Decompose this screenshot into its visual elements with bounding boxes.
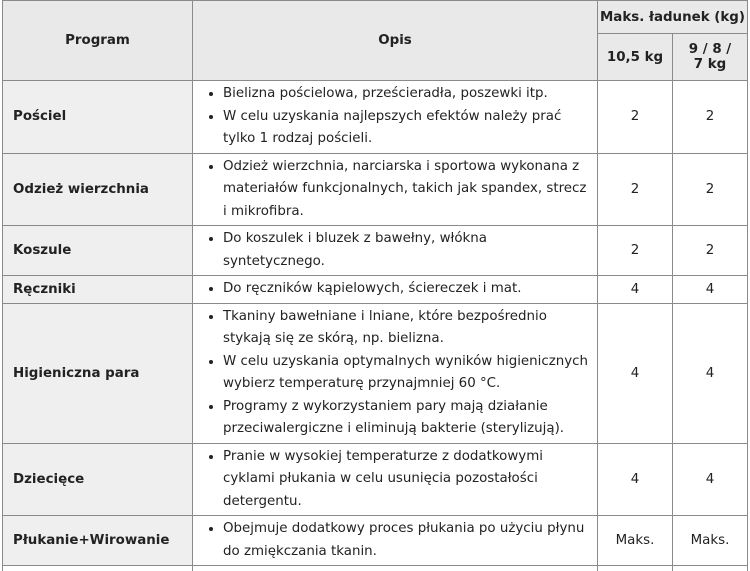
bullet-item: Do koszulek i bluzek z bawełny, włókna s… bbox=[223, 228, 589, 273]
table-row: Ręczniki Do ręczników kąpielowych, ściere… bbox=[3, 276, 748, 304]
bullet-item: W celu uzyskania najlepszych efektów nal… bbox=[223, 106, 589, 151]
header-load-b: 9 / 8 / 7 kg bbox=[673, 34, 748, 81]
program-name: Płukanie+Wirowanie bbox=[3, 516, 193, 566]
bullet-item: Bielizna pościelowa, prześcieradła, posz… bbox=[223, 83, 589, 106]
table-body: Pościel Bielizna pościelowa, prześcieradł… bbox=[3, 81, 748, 571]
load-b: 4 bbox=[673, 303, 748, 443]
bullet-item: Obejmuje dodatkowy proces płukania po uż… bbox=[223, 518, 589, 563]
program-name: Dziecięce bbox=[3, 443, 193, 516]
description: Tkaniny bawełniane i lniane, które bezpo… bbox=[193, 303, 598, 443]
table-row: Odzież wierzchnia Odzież wierzchnia, narc… bbox=[3, 153, 748, 226]
header-program: Program bbox=[3, 1, 193, 81]
program-name: Pościel bbox=[3, 81, 193, 154]
load-a: 4 bbox=[598, 276, 673, 304]
load-b: 2 bbox=[673, 153, 748, 226]
bullet-item: Odzież wierzchnia, narciarska i sportowa… bbox=[223, 156, 589, 224]
bullet-list: Pranie w wysokiej temperaturze z dodatko… bbox=[201, 446, 589, 514]
bullet-list: Bielizna pościelowa, prześcieradła, posz… bbox=[201, 83, 589, 151]
empty-cell bbox=[598, 566, 673, 571]
page: Program Opis Maks. ładunek (kg) 10,5 kg … bbox=[0, 0, 750, 517]
bullet-item: Programy z wykorzystaniem pary mają dzia… bbox=[223, 396, 589, 441]
bullet-list: Odzież wierzchnia, narciarska i sportowa… bbox=[201, 156, 589, 224]
table-row: Płukanie+Wirowanie Obejmuje dodatkowy pro… bbox=[3, 516, 748, 566]
table-row: Dziecięce Pranie w wysokiej temperaturze … bbox=[3, 443, 748, 516]
description: Odzież wierzchnia, narciarska i sportowa… bbox=[193, 153, 598, 226]
load-b: 2 bbox=[673, 81, 748, 154]
empty-cell bbox=[193, 566, 598, 571]
program-name: Odzież wierzchnia bbox=[3, 153, 193, 226]
program-name: Koszule bbox=[3, 226, 193, 276]
empty-cell bbox=[3, 566, 193, 571]
load-b: 4 bbox=[673, 276, 748, 304]
empty-cell bbox=[673, 566, 748, 571]
table-row-cut bbox=[3, 566, 748, 571]
load-a: Maks. bbox=[598, 516, 673, 566]
load-a: 2 bbox=[598, 226, 673, 276]
description: Pranie w wysokiej temperaturze z dodatko… bbox=[193, 443, 598, 516]
load-a: 2 bbox=[598, 81, 673, 154]
table-row: Higieniczna para Tkaniny bawełniane i lni… bbox=[3, 303, 748, 443]
header-load-a: 10,5 kg bbox=[598, 34, 673, 81]
load-a: 2 bbox=[598, 153, 673, 226]
description: Do ręczników kąpielowych, ściereczek i m… bbox=[193, 276, 598, 304]
bullet-item: Tkaniny bawełniane i lniane, które bezpo… bbox=[223, 306, 589, 351]
load-a: 4 bbox=[598, 443, 673, 516]
program-name: Ręczniki bbox=[3, 276, 193, 304]
load-a: 4 bbox=[598, 303, 673, 443]
description: Obejmuje dodatkowy proces płukania po uż… bbox=[193, 516, 598, 566]
load-b: Maks. bbox=[673, 516, 748, 566]
bullet-list: Do ręczników kąpielowych, ściereczek i m… bbox=[201, 278, 589, 301]
bullet-list: Do koszulek i bluzek z bawełny, włókna s… bbox=[201, 228, 589, 273]
load-b: 4 bbox=[673, 443, 748, 516]
program-name: Higieniczna para bbox=[3, 303, 193, 443]
load-b: 2 bbox=[673, 226, 748, 276]
header-description: Opis bbox=[193, 1, 598, 81]
description: Do koszulek i bluzek z bawełny, włókna s… bbox=[193, 226, 598, 276]
bullet-item: Pranie w wysokiej temperaturze z dodatko… bbox=[223, 446, 589, 514]
header-max-load: Maks. ładunek (kg) bbox=[598, 1, 748, 34]
table-row: Pościel Bielizna pościelowa, prześcieradł… bbox=[3, 81, 748, 154]
bullet-list: Tkaniny bawełniane i lniane, które bezpo… bbox=[201, 306, 589, 441]
table-row: Koszule Do koszulek i bluzek z bawełny, w… bbox=[3, 226, 748, 276]
bullet-item: W celu uzyskania optymalnych wyników hig… bbox=[223, 351, 589, 396]
description: Bielizna pościelowa, prześcieradła, posz… bbox=[193, 81, 598, 154]
bullet-list: Obejmuje dodatkowy proces płukania po uż… bbox=[201, 518, 589, 563]
bullet-item: Do ręczników kąpielowych, ściereczek i m… bbox=[223, 278, 589, 301]
